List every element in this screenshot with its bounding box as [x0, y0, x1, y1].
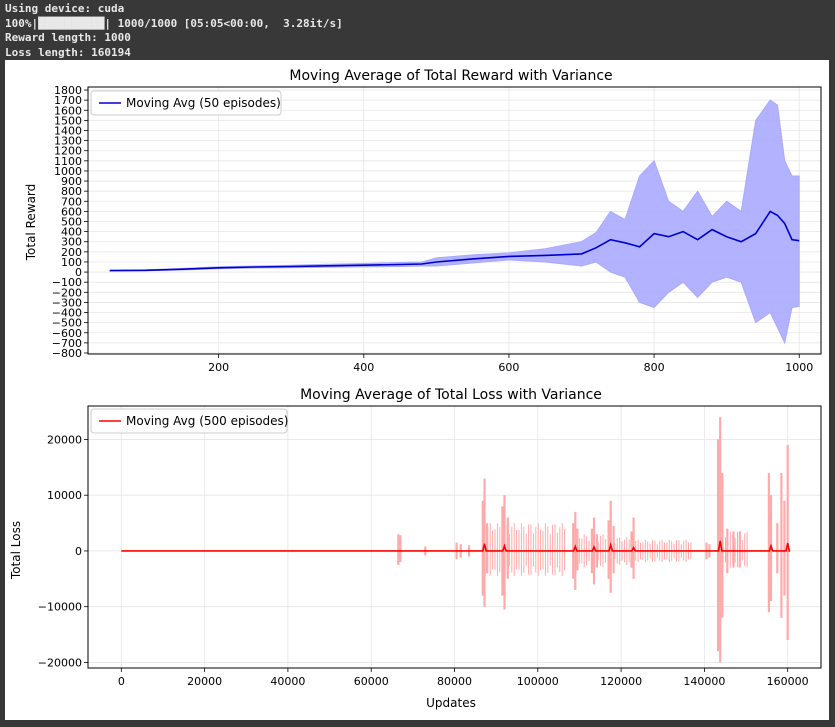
reward-ytick-label: −400: [52, 307, 82, 320]
loss-variance-spike: [592, 517, 596, 585]
figure-output: Moving Average of Total Reward with Vari…: [5, 60, 829, 720]
reward-ytick-label: 0: [75, 266, 82, 279]
loss-xlabel: Updates: [426, 696, 476, 710]
reward-ytick-label: 1700: [54, 94, 82, 107]
loss-ytick-label: 0: [75, 545, 82, 558]
loss-ytick-label: 20000: [47, 433, 82, 446]
reward-ytick-label: 1800: [54, 84, 82, 97]
reward-chart-title: Moving Average of Total Reward with Vari…: [289, 68, 612, 84]
loss-variance-spike: [483, 478, 486, 607]
loss-variance-spike: [776, 523, 779, 574]
reward-ytick-label: 700: [61, 195, 82, 208]
reward-ytick-label: −600: [52, 327, 82, 340]
reward-ytick-label: 1400: [54, 124, 82, 137]
loss-variance-spike: [630, 531, 633, 568]
loss-ytick-label: −20000: [38, 656, 82, 669]
loss-xtick-label: 100000: [517, 675, 559, 688]
loss-variance-spike: [576, 528, 579, 571]
loss-variance-spike: [732, 531, 735, 568]
loss-axes-frame: [87, 405, 822, 669]
loss-xtick-label: 160000: [767, 675, 809, 688]
reward-ytick-label: 100: [61, 256, 82, 269]
loss-variance-spike: [717, 439, 720, 652]
console-line-device: Using device: cuda: [5, 2, 125, 15]
reward-ylabel: Total Reward: [24, 184, 38, 262]
loss-variance-spike: [719, 417, 722, 663]
reward-ytick-label: −500: [52, 317, 82, 330]
loss-moving-avg-line: [121, 540, 791, 552]
loss-variance-spike: [503, 495, 506, 610]
loss-legend-label: Moving Avg (500 episodes): [126, 414, 288, 428]
loss-xtick-label: 120000: [600, 675, 642, 688]
reward-ytick-label: −300: [52, 296, 82, 309]
console-line-progress: 100%|██████████| 1000/1000 [05:05<00:00,…: [5, 16, 343, 30]
loss-variance-spike: [767, 472, 770, 613]
reward-ytick-label: 1100: [54, 155, 82, 168]
reward-xtick-label: 400: [353, 361, 374, 374]
reward-xtick-label: 600: [498, 361, 519, 374]
loss-variance-spike: [786, 445, 789, 641]
loss-legend: Moving Avg (500 episodes): [90, 408, 288, 434]
reward-ytick-label: −100: [52, 276, 82, 289]
loss-grid: [88, 406, 821, 668]
loss-ylabel: Total Loss: [9, 521, 23, 580]
reward-xtick-label: 800: [644, 361, 665, 374]
loss-variance-spike: [397, 534, 400, 565]
reward-ytick-label: 600: [61, 205, 82, 218]
reward-xtick-label: 200: [208, 361, 229, 374]
reward-ytick-label: 1500: [54, 114, 82, 127]
loss-xtick-label: 60000: [354, 675, 389, 688]
loss-variance-spike: [485, 523, 489, 574]
loss-ytick-label: 10000: [47, 489, 82, 502]
loss-xtick-label: 40000: [270, 675, 305, 688]
reward-axes-frame: [87, 86, 822, 355]
reward-ytick-label: 800: [61, 185, 82, 198]
reward-ytick-label: 1200: [54, 145, 82, 158]
reward-ytick-label: −800: [52, 347, 82, 360]
loss-variance-spike: [506, 517, 509, 579]
console-output: Using device: cuda 100%|██████████| 1000…: [0, 0, 835, 60]
reward-ytick-label: 200: [61, 246, 82, 259]
console-line-loss-length: Loss length: 160194: [5, 45, 131, 59]
loss-chart-title: Moving Average of Total Loss with Varian…: [300, 387, 602, 403]
loss-xtick-label: 0: [118, 675, 125, 688]
reward-legend: Moving Avg (50 episodes): [90, 90, 282, 116]
loss-variance-band: [397, 417, 789, 663]
loss-variance-spike: [721, 472, 724, 618]
loss-xtick-label: 80000: [437, 675, 472, 688]
reward-ytick-label: −700: [52, 337, 82, 350]
loss-variance-spike: [574, 511, 577, 590]
reward-ytick-label: 1600: [54, 104, 82, 117]
reward-moving-avg-line: [109, 210, 800, 272]
reward-ytick-label: 300: [61, 236, 82, 249]
reward-ytick-label: 1000: [54, 165, 82, 178]
loss-variance-spike: [780, 472, 783, 618]
loss-xtick-label: 20000: [187, 675, 222, 688]
reward-ticks: −800−700−600−500−400−300−200−10001002003…: [52, 84, 813, 374]
figure-svg: Moving Average of Total Reward with Vari…: [9, 68, 822, 710]
reward-ytick-label: 400: [61, 226, 82, 239]
reward-variance-band: [109, 99, 800, 345]
reward-ytick-label: 500: [61, 216, 82, 229]
reward-legend-label: Moving Avg (50 episodes): [126, 96, 281, 110]
console-line-reward-length: Reward length: 1000: [5, 31, 131, 44]
loss-variance-spike: [738, 531, 741, 568]
loss-ytick-label: −10000: [38, 601, 82, 614]
reward-ytick-label: 1300: [54, 135, 82, 148]
loss-xtick-label: 140000: [683, 675, 725, 688]
loss-variance-spike: [783, 500, 786, 596]
loss-chart: Moving Average of Total Loss with Varian…: [9, 387, 822, 710]
reward-chart: Moving Average of Total Reward with Vari…: [24, 68, 822, 374]
loss-variance-spike: [399, 535, 402, 563]
reward-ytick-label: −200: [52, 286, 82, 299]
reward-ytick-label: 900: [61, 175, 82, 188]
loss-variance-spike: [612, 525, 615, 574]
reward-xtick-label: 1000: [785, 361, 813, 374]
loss-ticks: −20000 −10000 0 10000 20000 0 20000 40000 60000 8…: [38, 433, 809, 688]
